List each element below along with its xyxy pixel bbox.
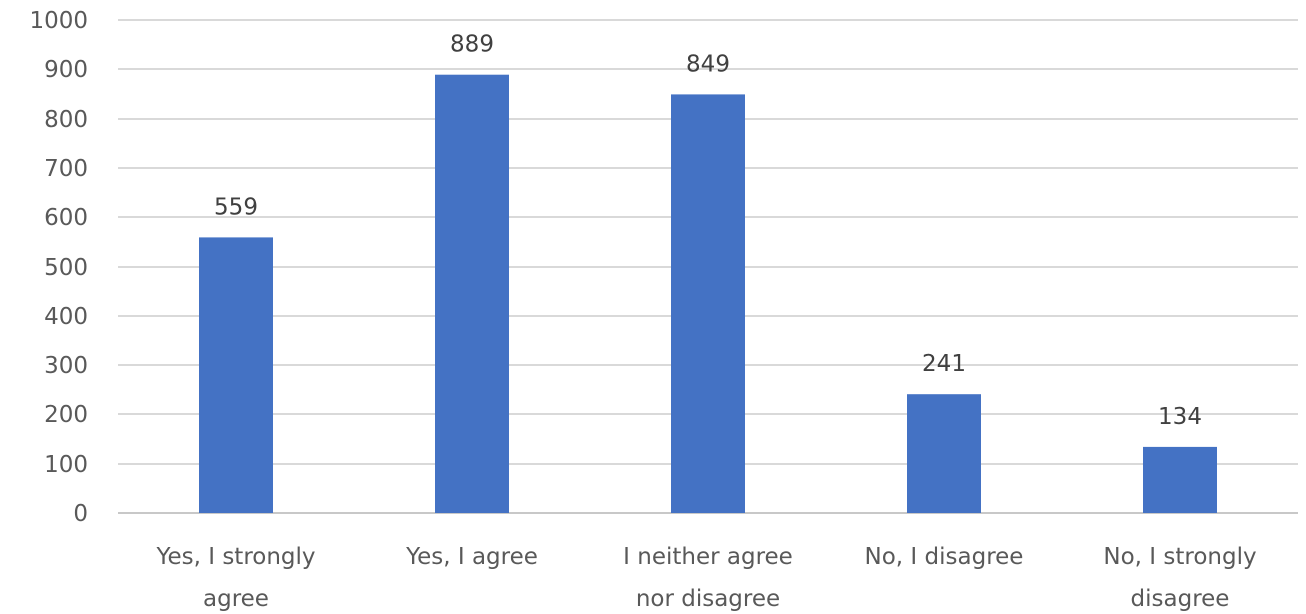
x-tick-label: No, I strongly: [1103, 544, 1256, 570]
data-label: 559: [214, 194, 258, 220]
bar: [199, 237, 273, 513]
data-label: 849: [686, 51, 730, 77]
x-tick-label: disagree: [1131, 586, 1230, 612]
y-tick-label: 0: [73, 501, 88, 527]
bar: [671, 94, 745, 514]
data-label: 889: [450, 32, 494, 58]
bar: [1143, 446, 1217, 513]
x-tick-label: agree: [203, 586, 269, 612]
data-label: 241: [922, 351, 966, 377]
y-tick-label: 700: [44, 156, 88, 182]
y-tick-label: 900: [44, 57, 88, 83]
x-tick-label: I neither agree: [623, 544, 793, 570]
y-axis-ticks: 0 100 200 300 400 500 600 700 800 900 1000: [29, 8, 88, 527]
y-tick-label: 400: [44, 304, 88, 330]
bars: [199, 74, 1217, 514]
y-tick-label: 200: [44, 402, 88, 428]
y-tick-label: 1000: [29, 8, 88, 34]
data-labels: 559 889 849 241 134: [214, 32, 1202, 430]
x-tick-label: Yes, I agree: [405, 544, 538, 570]
y-tick-label: 500: [44, 255, 88, 281]
y-tick-label: 300: [44, 353, 88, 379]
data-label: 134: [1158, 404, 1202, 430]
y-tick-label: 100: [44, 452, 88, 478]
x-tick-label: Yes, I strongly: [155, 544, 315, 570]
x-tick-label: No, I disagree: [865, 544, 1024, 570]
y-tick-label: 800: [44, 107, 88, 133]
bar: [907, 394, 981, 513]
y-tick-label: 600: [44, 205, 88, 231]
x-axis-ticks: Yes, I strongly agree Yes, I agree I neithe…: [155, 544, 1256, 612]
bar: [435, 74, 509, 513]
x-tick-label: nor disagree: [636, 586, 780, 612]
